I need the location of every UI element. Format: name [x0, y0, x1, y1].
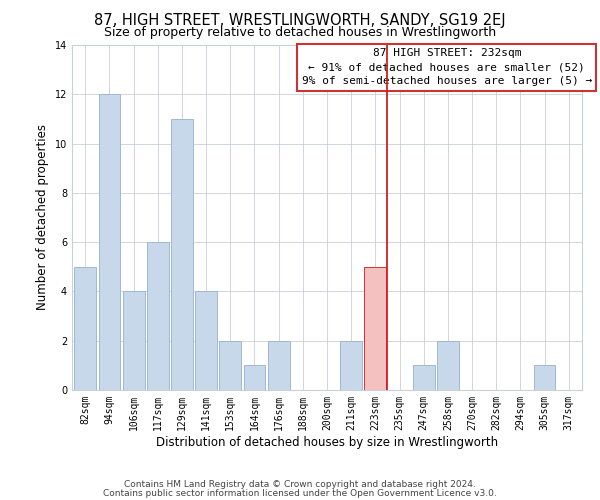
Bar	[413, 366, 434, 390]
Bar	[123, 292, 145, 390]
Text: Contains public sector information licensed under the Open Government Licence v3: Contains public sector information licen…	[103, 489, 497, 498]
Bar	[268, 340, 290, 390]
Bar	[437, 340, 459, 390]
Text: Contains HM Land Registry data © Crown copyright and database right 2024.: Contains HM Land Registry data © Crown c…	[124, 480, 476, 489]
Bar	[147, 242, 169, 390]
Text: 87 HIGH STREET: 232sqm
← 91% of detached houses are smaller (52)
9% of semi-deta: 87 HIGH STREET: 232sqm ← 91% of detached…	[302, 48, 592, 86]
Bar	[244, 366, 265, 390]
Bar	[171, 119, 193, 390]
Text: 87, HIGH STREET, WRESTLINGWORTH, SANDY, SG19 2EJ: 87, HIGH STREET, WRESTLINGWORTH, SANDY, …	[94, 12, 506, 28]
Bar	[74, 267, 96, 390]
Bar	[98, 94, 121, 390]
Bar	[533, 366, 556, 390]
X-axis label: Distribution of detached houses by size in Wrestlingworth: Distribution of detached houses by size …	[156, 436, 498, 448]
Text: Size of property relative to detached houses in Wrestlingworth: Size of property relative to detached ho…	[104, 26, 496, 39]
Bar	[195, 292, 217, 390]
Bar	[340, 340, 362, 390]
Bar	[220, 340, 241, 390]
Bar	[364, 267, 386, 390]
Y-axis label: Number of detached properties: Number of detached properties	[36, 124, 49, 310]
